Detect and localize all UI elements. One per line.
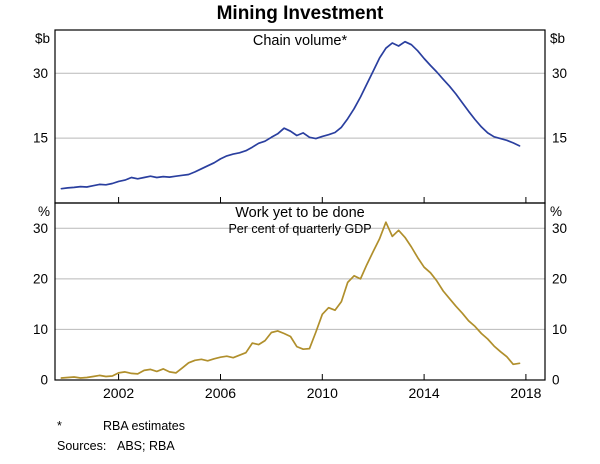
y-tick-label-left: 0	[40, 373, 48, 388]
footnote: * RBA estimates	[57, 419, 185, 433]
y-tick-label-left: 10	[33, 322, 48, 337]
x-tick-label: 2002	[103, 385, 134, 401]
x-tick-label: 2006	[205, 385, 236, 401]
bottom-panel-title: Work yet to be done	[235, 205, 365, 221]
sources-line: Sources: ABS; RBA	[57, 439, 175, 453]
y-tick-label-left: 15	[33, 131, 48, 146]
y-tick-label-right: 0	[552, 373, 560, 388]
y-tick-label-right: 10	[552, 322, 567, 337]
sources-text: ABS; RBA	[117, 439, 175, 453]
panel-border	[54, 202, 546, 381]
y-tick-label-left: 30	[33, 221, 48, 236]
footnote-text: RBA estimates	[103, 419, 185, 433]
bottom-panel-unit-left: %	[37, 204, 50, 219]
sources-label: Sources:	[57, 439, 107, 453]
x-tick-label: 2014	[409, 385, 440, 401]
y-tick-label-right: 15	[552, 131, 567, 146]
footnote-marker: *	[57, 419, 62, 433]
chart-title: Mining Investment	[216, 3, 384, 24]
y-tick-label-right: 20	[552, 271, 567, 286]
top-panel-unit-left: $b	[34, 31, 50, 46]
x-tick-label: 2018	[510, 385, 541, 401]
top-panel-unit-right: $b	[550, 31, 566, 46]
series-line-chain-volume	[60, 40, 521, 190]
y-tick-label-right: 30	[552, 221, 567, 236]
x-tick-label: 2010	[307, 385, 338, 401]
y-tick-label-left: 30	[33, 66, 48, 81]
panel-border	[54, 29, 546, 204]
series-line-work-yet-to-be-done	[60, 221, 521, 379]
y-tick-label-left: 20	[33, 271, 48, 286]
top-panel-title: Chain volume*	[252, 33, 348, 49]
bottom-panel-unit-right: %	[550, 204, 563, 219]
y-tick-label-right: 30	[552, 66, 567, 81]
bottom-panel-subtitle: Per cent of quarterly GDP	[228, 222, 372, 236]
